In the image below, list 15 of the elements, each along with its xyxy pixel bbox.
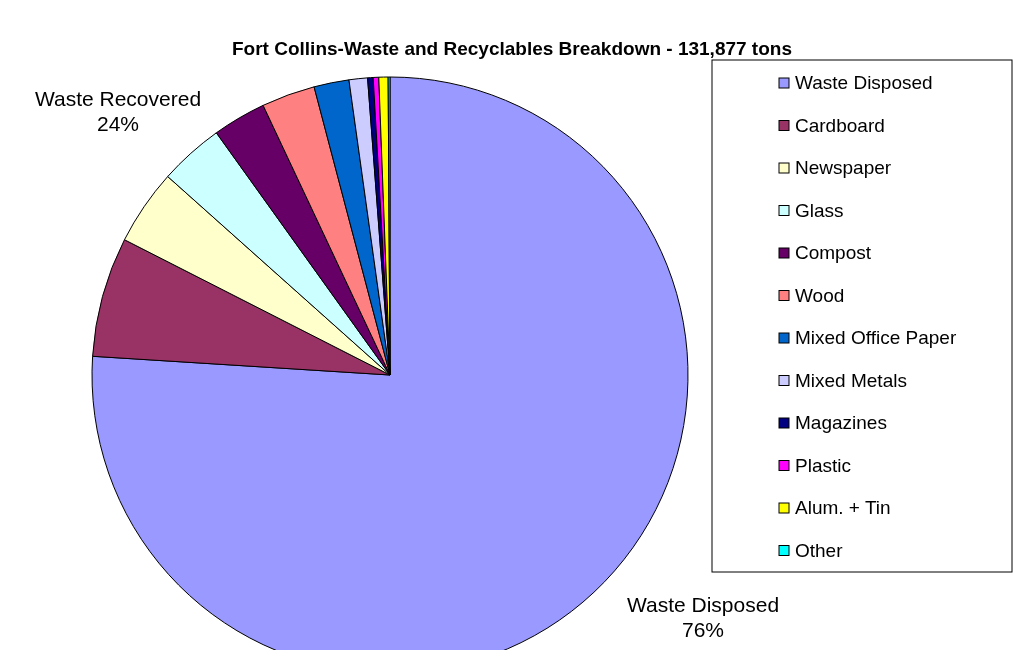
chart-title: Fort Collins-Waste and Recyclables Breakdown - 131,877 tons: [232, 38, 792, 59]
legend-label: Other: [795, 539, 844, 561]
legend-label: Wood: [795, 284, 845, 306]
legend-label: Mixed Metals: [795, 369, 907, 391]
legend-label: Compost: [795, 242, 872, 263]
legend-label: Cardboard: [795, 114, 885, 136]
legend-label: Plastic: [795, 454, 851, 476]
legend-label: Mixed Office Paper: [795, 327, 957, 348]
text: Waste Disposed 76%: [626, 593, 780, 641]
text: Waste Recovered 24%: [34, 87, 202, 135]
legend-label: Alum. + Tin: [795, 497, 891, 518]
legend-label: Glass: [795, 199, 844, 221]
legend-label: Newspaper: [795, 157, 892, 178]
legend-label: Waste Disposed: [795, 72, 933, 93]
legend-label: Magazines: [795, 412, 887, 433]
